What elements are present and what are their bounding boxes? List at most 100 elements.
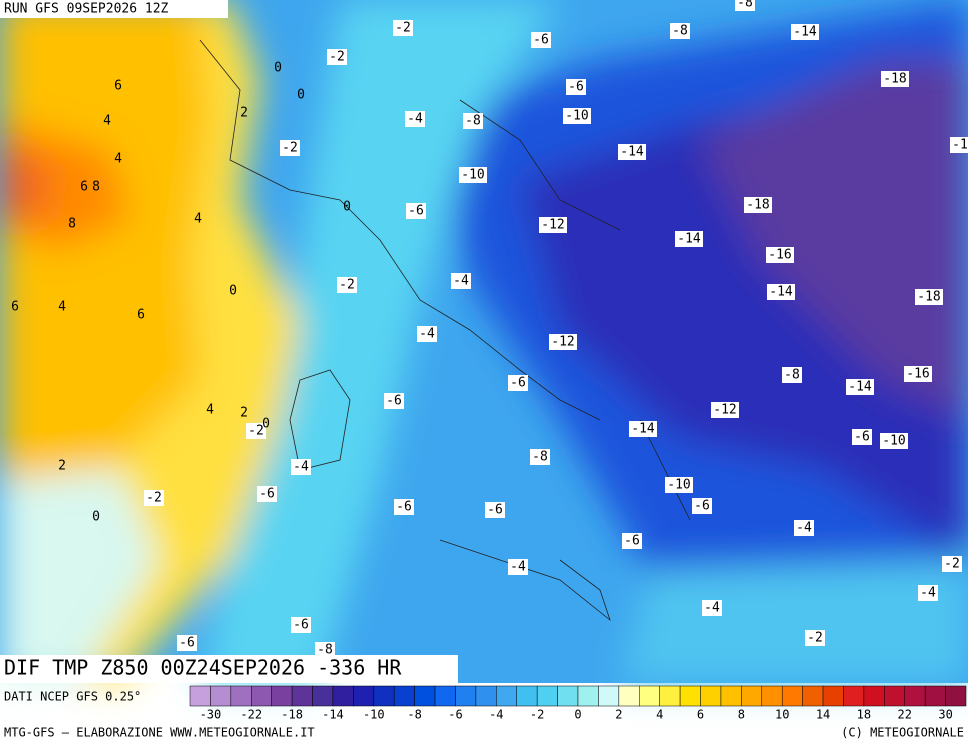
label-box: [327, 49, 347, 65]
coastline: [199, 39, 691, 622]
contour-label: -4: [419, 327, 435, 342]
colorbar-swatch: [700, 685, 722, 707]
colorbar-swatch: [924, 685, 946, 707]
contour-label: -18: [917, 290, 940, 305]
contour-label: 0: [229, 284, 237, 299]
label-box: [881, 71, 909, 87]
contour-label: -2: [944, 557, 960, 572]
label-box: [942, 556, 962, 572]
label-box: [459, 167, 487, 183]
title-box: [0, 655, 458, 683]
colorbar-swatch: [843, 685, 865, 707]
colorbar-swatch: [516, 685, 538, 707]
contour-label: -6: [179, 636, 195, 651]
label-box: [315, 642, 335, 658]
contour-label: -4: [510, 560, 526, 575]
colorbar-swatch: [577, 685, 599, 707]
contour-label: -6: [386, 394, 402, 409]
colorbar-swatch: [741, 685, 763, 707]
colorbar-tick-label: -22: [240, 708, 262, 722]
colorbar-swatch: [332, 685, 354, 707]
contour-label: -4: [704, 601, 720, 616]
contour-label: 6: [11, 300, 19, 315]
contour-label: 4: [206, 403, 214, 418]
label-box: [915, 289, 943, 305]
contour-label: -14: [620, 145, 644, 160]
colorbar-swatch: [312, 685, 334, 707]
label-box: [791, 24, 819, 40]
colorbar-swatch: [802, 685, 824, 707]
run-box: [0, 0, 228, 18]
colorbar-swatch: [945, 685, 967, 707]
label-box: [622, 533, 642, 549]
label-box: [950, 137, 968, 153]
colorbar-tick-label: -18: [281, 708, 303, 722]
contour-label: -4: [920, 586, 936, 601]
colorbar-tick-label: 18: [857, 708, 871, 722]
label-box: [618, 144, 646, 160]
contour-label: -14: [769, 285, 793, 300]
contour-label: -6: [487, 503, 503, 518]
contour-label: -8: [532, 450, 548, 465]
contour-label: 6: [80, 180, 88, 195]
run-title: RUN GFS 09SEP2026 12Z: [4, 2, 169, 17]
colorbar-tick-label: -6: [448, 708, 462, 722]
label-box: [485, 502, 505, 518]
colorbar-swatch: [373, 685, 395, 707]
contour-label: -16: [906, 367, 929, 382]
contour-label: -6: [510, 376, 526, 391]
contour-label: -10: [882, 434, 905, 449]
contour-label: -4: [796, 521, 812, 536]
colorbar-tick-label: 22: [898, 708, 912, 722]
colorbar-swatch: [536, 685, 558, 707]
contour-label: -8: [784, 368, 800, 383]
label-box: [846, 379, 874, 395]
contour-label: -14: [848, 380, 872, 395]
label-box: [463, 113, 483, 129]
contour-label: -14: [677, 232, 701, 247]
label-box: [246, 423, 266, 439]
contour-label: -6: [408, 204, 424, 219]
colorbar-tick-label: 30: [938, 708, 952, 722]
label-box: [531, 32, 551, 48]
colorbar-swatch: [639, 685, 660, 707]
contour-label: -6: [568, 80, 584, 95]
label-box: [508, 559, 528, 575]
label-box: [530, 449, 550, 465]
contour-label: -12: [551, 335, 574, 350]
colorbar-swatch: [557, 685, 579, 707]
contour-label: 0: [92, 510, 100, 525]
contour-label: -10: [565, 109, 588, 124]
label-box: [291, 459, 311, 475]
label-box: [563, 108, 591, 124]
colorbar-swatch: [475, 685, 497, 707]
colorbar-swatch: [414, 685, 436, 707]
colorbar-tick-label: 0: [574, 708, 581, 722]
colorbar-tick-label: -30: [200, 708, 222, 722]
contour-label: -2: [248, 424, 264, 439]
colorbar-swatch: [393, 685, 415, 707]
colorbar-swatch: [455, 685, 477, 707]
label-box: [508, 375, 528, 391]
label-box: [406, 203, 426, 219]
colorbar-swatch: [679, 685, 701, 707]
contour-label: -2: [395, 21, 411, 36]
contour-label: -14: [793, 25, 817, 40]
contour-label: -1: [952, 138, 968, 153]
contour-label: 0: [274, 61, 282, 76]
colorbar-swatch: [863, 685, 885, 707]
label-box: [735, 0, 755, 11]
label-box: [393, 20, 413, 36]
contour-label: -16: [768, 248, 791, 263]
colorbar-swatch: [761, 685, 783, 707]
contour-label: 8: [68, 217, 76, 232]
contour-label: -8: [737, 0, 753, 11]
label-box: [280, 140, 300, 156]
colorbar-swatch: [230, 685, 252, 707]
contour-label: -6: [624, 534, 640, 549]
contour-label: -10: [461, 168, 484, 183]
label-box: [257, 486, 277, 502]
